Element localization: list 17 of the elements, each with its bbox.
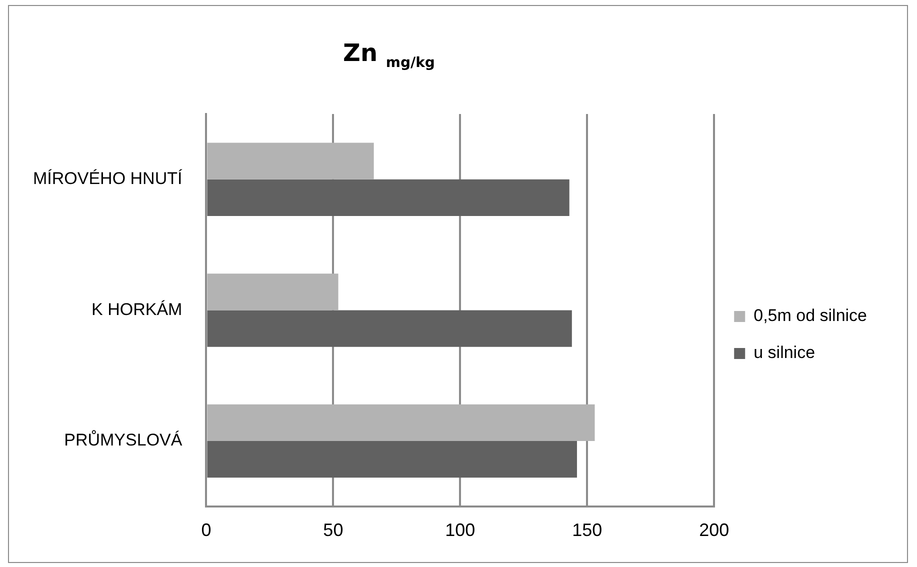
bar [207,274,338,310]
x-tick-label: 150 [572,520,602,540]
x-tick-label: 200 [699,520,730,540]
legend-label: u silnice [754,343,816,362]
bar [207,179,570,216]
y-tick-label: MÍROVÉHO HNUTÍ [32,169,182,188]
x-tick-label: 100 [445,520,476,540]
y-tick-label: K HORKÁM [92,300,182,319]
chart-title: Zn $_{mg/kg}$ [342,39,436,71]
bar [207,404,595,441]
y-tick-label: PRŮMYSLOVÁ [64,430,183,450]
x-tick-label: 0 [201,520,212,540]
bar [207,441,577,478]
bar [207,310,572,347]
legend-label: 0,5m od silnice [754,306,867,326]
bar [207,142,374,180]
x-tick-label: 50 [323,520,344,540]
